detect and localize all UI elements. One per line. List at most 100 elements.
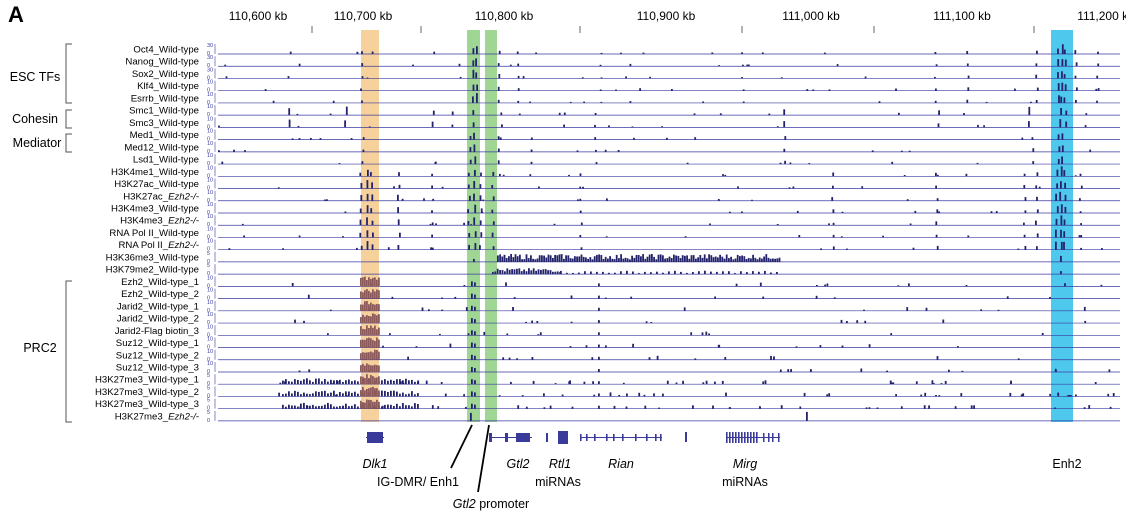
signal-bar — [333, 406, 335, 409]
signal-bar — [344, 120, 346, 128]
mirg-exon — [732, 432, 734, 443]
signal-bar — [626, 270, 628, 275]
signal-bar — [592, 381, 594, 385]
signal-bar — [360, 291, 362, 299]
signal-bar — [967, 75, 970, 79]
signal-bar — [826, 283, 829, 287]
signal-bar — [792, 186, 795, 189]
signal-bar — [376, 329, 378, 336]
track-scale-max: 10 — [207, 288, 213, 294]
signal-bar — [1078, 235, 1081, 238]
signal-bar — [624, 257, 627, 262]
signal-bar — [378, 376, 380, 385]
track-scale-max: 10 — [207, 190, 213, 196]
signal-bar — [699, 255, 702, 262]
signal-bar — [360, 403, 362, 409]
signal-bar — [692, 405, 694, 409]
signal-bar — [690, 332, 693, 336]
track-row: Jarid2_Wild-type_1 10 0 — [117, 300, 1120, 314]
track-label: Jarid2_Wild-type_1 — [117, 301, 199, 312]
signal-bar — [393, 406, 395, 409]
signal-bar — [476, 84, 478, 91]
signal-bar — [759, 282, 762, 287]
signal-bar — [303, 320, 305, 324]
signal-bar — [701, 257, 704, 262]
signal-bar — [467, 209, 469, 213]
signal-bar — [310, 138, 312, 140]
signal-bar — [398, 172, 400, 177]
track-scale-min: 0 — [207, 75, 210, 81]
signal-bar — [816, 285, 818, 287]
signal-bar — [717, 199, 720, 201]
signal-bar — [516, 268, 518, 275]
rian-exon — [635, 434, 637, 441]
signal-bar — [963, 113, 965, 116]
signal-bar — [1036, 172, 1039, 177]
signal-bar — [1065, 110, 1068, 116]
mirna-marker — [685, 432, 687, 442]
signal-bar — [591, 357, 594, 360]
signal-bar — [541, 255, 543, 262]
signal-bar — [767, 257, 770, 262]
signal-bar — [579, 186, 582, 189]
signal-bar — [366, 77, 369, 79]
signal-bar — [832, 234, 835, 238]
signal-bar — [1061, 156, 1063, 164]
signal-bar — [1057, 159, 1060, 165]
signal-bar — [708, 254, 710, 262]
signal-bar — [370, 302, 372, 311]
track-scale-max: 10 — [207, 275, 213, 281]
signal-bar — [374, 325, 376, 336]
signal-bar — [924, 392, 927, 397]
signal-bar — [534, 259, 537, 262]
signal-bar — [465, 406, 467, 409]
signal-bar — [780, 405, 783, 409]
signal-bar — [282, 380, 284, 385]
signal-bar — [819, 345, 822, 348]
signal-bar — [492, 171, 495, 177]
signal-bar — [595, 162, 598, 165]
signal-bar — [702, 382, 705, 385]
signal-bar — [498, 50, 501, 54]
signal-bar — [374, 364, 376, 372]
signal-bar — [501, 270, 504, 275]
signal-bar — [1036, 209, 1039, 213]
signal-bar — [1057, 83, 1060, 91]
signal-bar — [336, 394, 338, 397]
signal-bar — [498, 395, 501, 397]
signal-bar — [360, 391, 362, 397]
signal-bar — [333, 390, 335, 397]
signal-bar — [505, 282, 507, 287]
track-label: Suz12_Wild-type_2 — [116, 350, 199, 361]
signal-bar — [431, 210, 433, 213]
signal-bar — [521, 259, 523, 262]
signal-bar — [1108, 369, 1111, 372]
signal-bar — [581, 77, 584, 79]
signal-bar — [361, 161, 364, 165]
signal-bar — [497, 160, 500, 165]
signal-bar — [364, 276, 366, 287]
signal-bar — [936, 356, 939, 360]
signal-bar — [806, 89, 809, 91]
signal-bar — [532, 268, 535, 275]
signal-bar — [637, 255, 640, 262]
signal-bar — [218, 150, 220, 152]
signal-bar — [319, 138, 322, 140]
track-scale-min: 0 — [207, 296, 210, 302]
signal-bar — [474, 319, 476, 324]
signal-bar — [225, 76, 228, 79]
signal-bar — [474, 392, 476, 397]
signal-bar — [598, 332, 600, 336]
signal-bar — [298, 63, 301, 67]
signal-bar — [1083, 306, 1086, 311]
track-row: Suz12_Wild-type_1 10 0 — [116, 337, 1120, 351]
signal-bar — [594, 124, 596, 128]
track-row: Nanog_Wild-type 30 0 — [125, 55, 1120, 69]
signal-bar — [309, 405, 311, 409]
signal-bar — [368, 364, 370, 372]
signal-bar — [563, 112, 566, 116]
signal-bar — [1112, 393, 1115, 397]
signal-bar — [1061, 59, 1064, 67]
signal-bar — [554, 255, 556, 262]
signal-bar — [714, 381, 716, 385]
